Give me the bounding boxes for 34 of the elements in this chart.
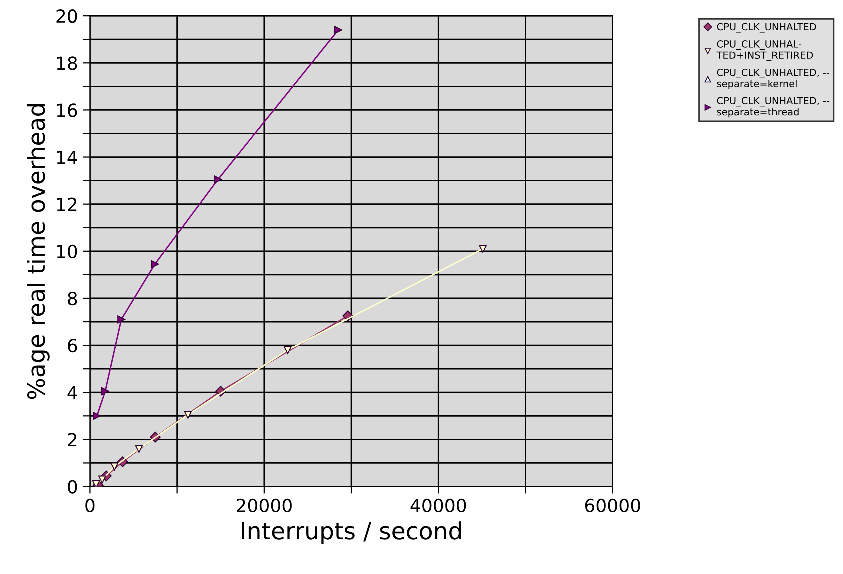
y-tick-label: 14 xyxy=(57,150,78,164)
x-tick-label: 20000 xyxy=(237,498,292,513)
legend-label: CPU_CLK_UNHALTED, -- separate=thread xyxy=(717,97,830,118)
y-tick-label: 0 xyxy=(68,480,78,494)
y-tick-label: 16 xyxy=(57,104,78,118)
legend-label: CPU_CLK_UNHALTED, -- separate=kernel xyxy=(717,69,830,90)
x-tick-label: 0 xyxy=(86,498,95,513)
point xyxy=(118,316,126,324)
point xyxy=(151,260,160,268)
y-tick-label: 20 xyxy=(56,10,78,24)
point xyxy=(93,412,102,420)
point xyxy=(479,245,488,254)
point xyxy=(98,476,106,484)
y-tick-label: 8 xyxy=(68,292,78,306)
point xyxy=(284,346,292,354)
point xyxy=(214,176,222,184)
y-tick-label: 4 xyxy=(68,386,78,400)
legend-label: CPU_CLK_UNHAL- TED+INST_RETIRED xyxy=(716,40,814,62)
x-axis-title: Interrupts / second xyxy=(242,522,462,544)
x-tick-label: 60000 xyxy=(585,498,640,513)
y-tick-label: 2 xyxy=(68,433,77,447)
point xyxy=(92,480,100,487)
point xyxy=(110,462,119,471)
point xyxy=(101,387,110,396)
point xyxy=(184,411,192,419)
legend-label: CPU_CLK_UNHALTED xyxy=(717,23,816,33)
y-tick-label: 12 xyxy=(57,198,77,212)
y-tick-label: 18 xyxy=(57,56,78,70)
point xyxy=(135,445,144,454)
point xyxy=(334,26,342,34)
y-axis-title: %age real time overhead xyxy=(27,104,50,400)
y-tick-label: 10 xyxy=(57,244,78,259)
x-tick-label: 40000 xyxy=(410,498,466,513)
y-tick-label: 6 xyxy=(68,339,78,353)
